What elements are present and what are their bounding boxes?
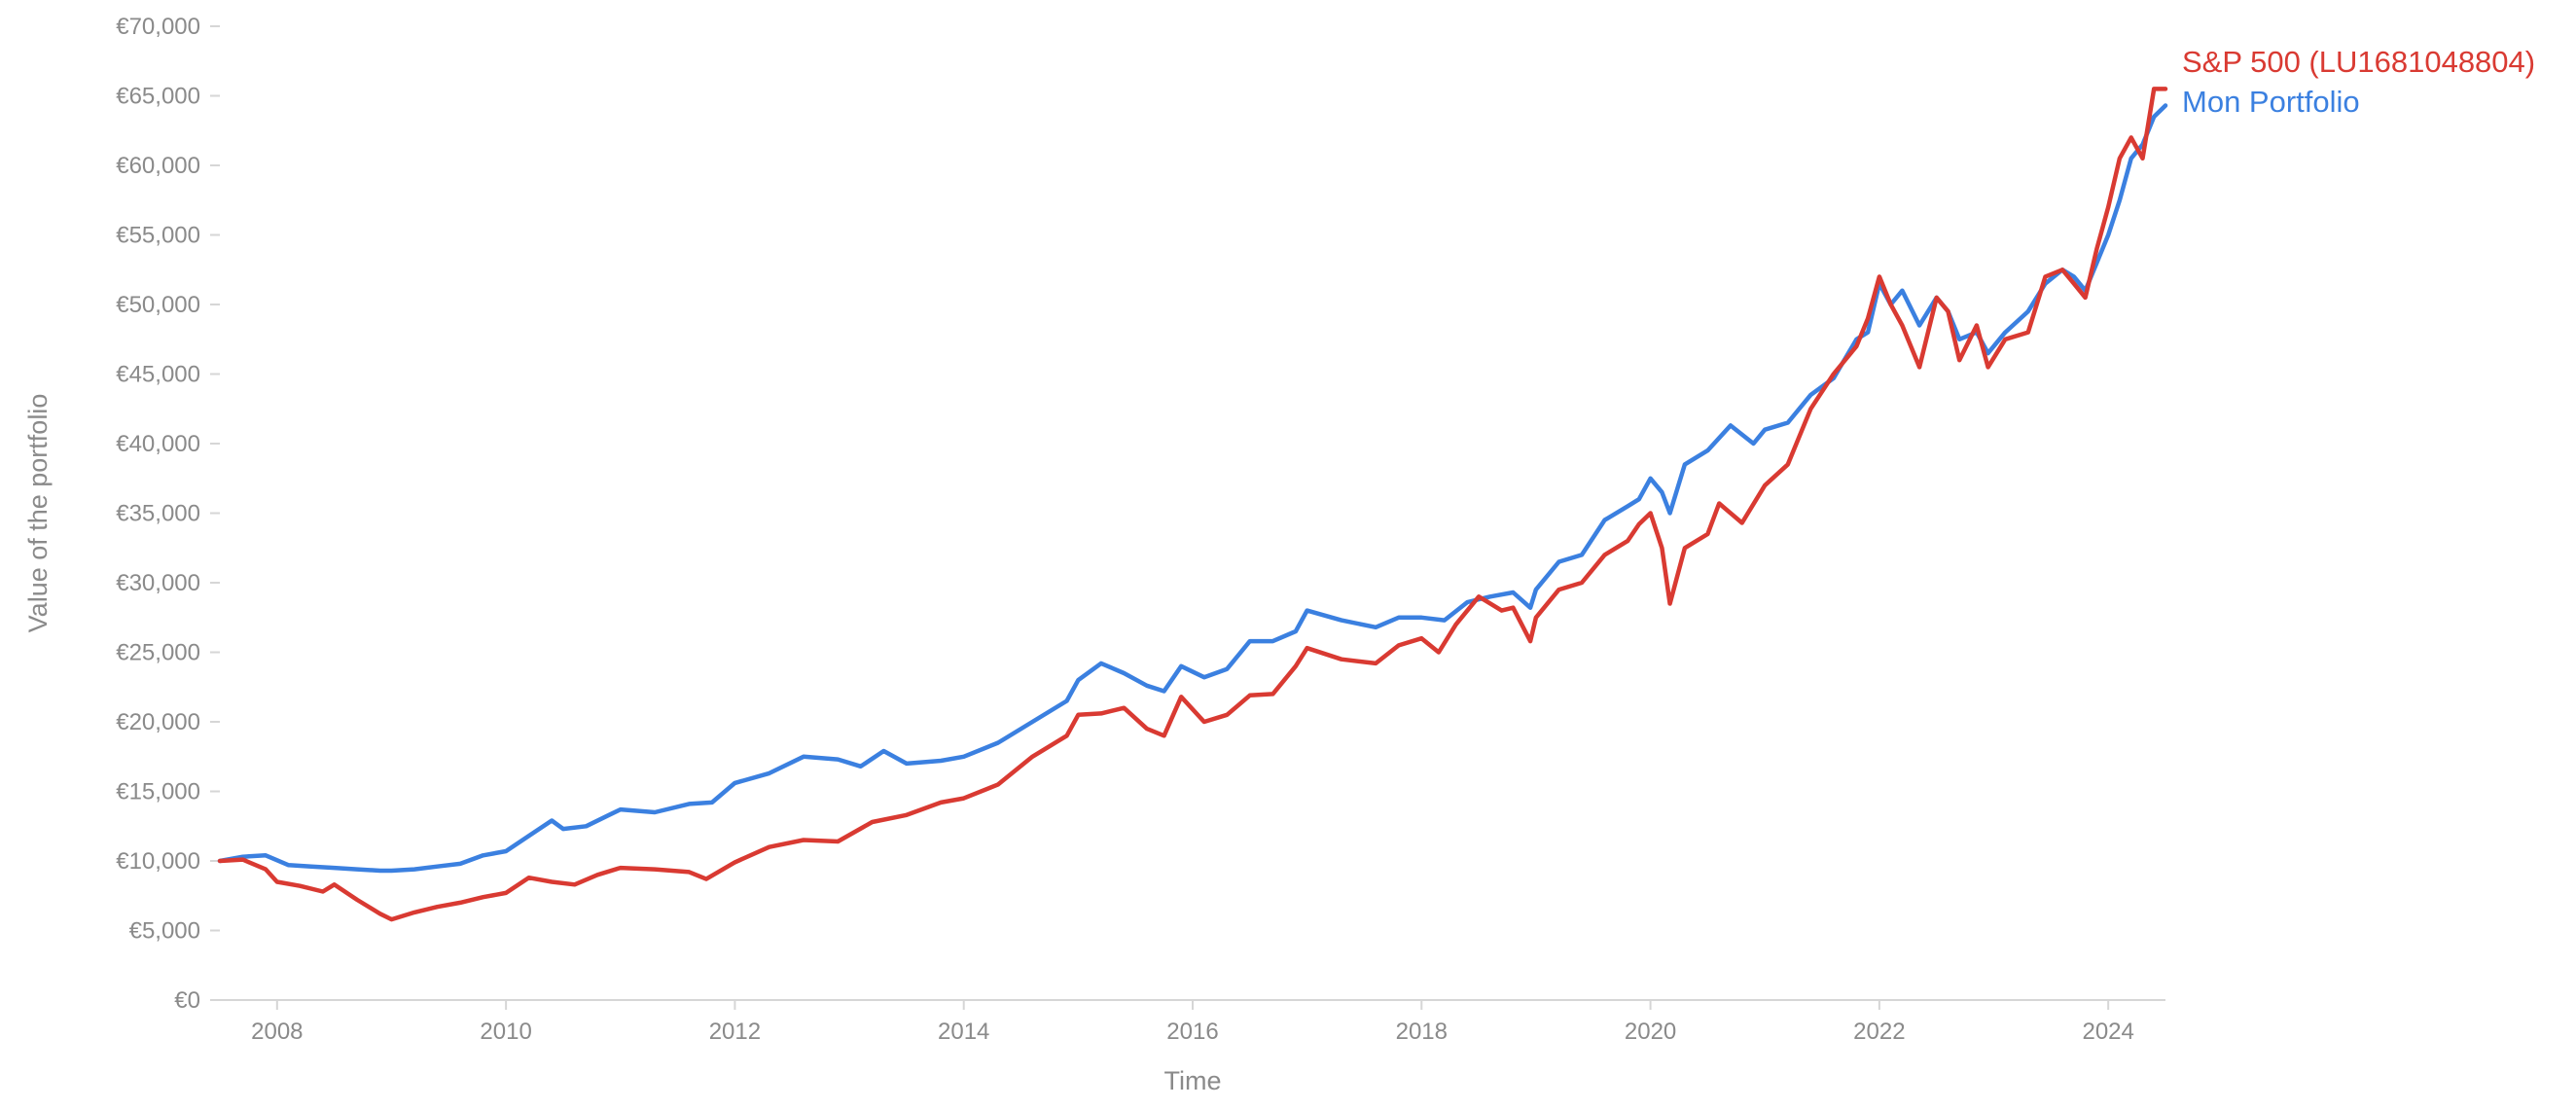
x-tick-label: 2020 (1625, 1019, 1676, 1045)
y-tick-label: €65,000 (116, 84, 200, 110)
y-tick-label: €20,000 (116, 709, 200, 735)
y-tick-label: €30,000 (116, 570, 200, 596)
y-tick-label: €0 (174, 987, 200, 1014)
x-tick-label: 2008 (251, 1019, 303, 1045)
x-axis: 2008 2010 2012 2014 2016 2018 2020 2022 2024 (220, 999, 2165, 1045)
y-tick-label: €60,000 (116, 153, 200, 179)
x-tick-label: 2010 (480, 1019, 531, 1045)
series-line-0 (217, 87, 2168, 922)
x-axis-title: Time (1164, 1066, 1222, 1095)
x-tick-label: 2018 (1396, 1019, 1448, 1045)
series-label-1: Mon Portfolio (2182, 85, 2360, 119)
y-tick-label: €40,000 (116, 431, 200, 457)
series-line-1 (217, 103, 2168, 874)
y-tick-label: €25,000 (116, 640, 200, 666)
y-tick-label: €10,000 (116, 848, 200, 875)
y-tick-label: €5,000 (129, 918, 200, 945)
series-label-layer: S&P 500 (LU1681048804) Mon Portfolio (2182, 45, 2535, 119)
x-tick-label: 2022 (1853, 1019, 1905, 1045)
x-tick-label: 2024 (2082, 1019, 2133, 1045)
y-tick-label: €70,000 (116, 14, 200, 40)
y-tick-label: €45,000 (116, 362, 200, 388)
y-tick-label: €15,000 (116, 779, 200, 805)
y-axis: €0 €5,000 €10,000 €15,000 €20,000 €25,000 €30,… (116, 14, 220, 1014)
y-axis-title: Value of the portfolio (23, 394, 53, 633)
series-layer (217, 87, 2168, 922)
x-tick-label: 2016 (1166, 1019, 1218, 1045)
x-tick-label: 2012 (709, 1019, 761, 1045)
y-tick-label: €50,000 (116, 292, 200, 318)
y-tick-label: €55,000 (116, 223, 200, 249)
x-tick-label: 2014 (938, 1019, 989, 1045)
y-tick-label: €35,000 (116, 501, 200, 527)
series-label-0: S&P 500 (LU1681048804) (2182, 45, 2535, 79)
